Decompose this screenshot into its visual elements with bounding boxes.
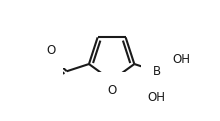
Text: OH: OH <box>147 91 165 104</box>
Text: O: O <box>107 84 116 97</box>
Text: B: B <box>152 65 161 78</box>
Text: OH: OH <box>172 53 191 66</box>
Text: O: O <box>46 44 55 57</box>
